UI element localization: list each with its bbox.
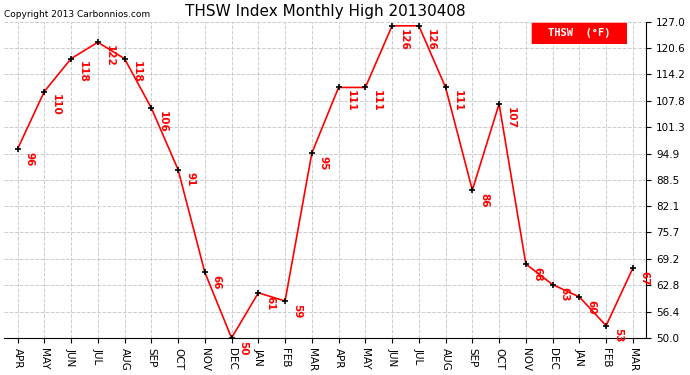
Title: THSW Index Monthly High 20130408: THSW Index Monthly High 20130408 bbox=[185, 4, 466, 19]
Text: 86: 86 bbox=[480, 193, 489, 207]
Text: Copyright 2013 Carbonnios.com: Copyright 2013 Carbonnios.com bbox=[4, 9, 150, 18]
Text: 126: 126 bbox=[426, 28, 436, 50]
Text: 91: 91 bbox=[185, 172, 195, 187]
Text: 60: 60 bbox=[586, 300, 596, 314]
Text: 118: 118 bbox=[132, 62, 141, 83]
Text: 63: 63 bbox=[560, 287, 569, 302]
Text: 59: 59 bbox=[292, 304, 302, 318]
Text: 61: 61 bbox=[265, 296, 275, 310]
Text: 111: 111 bbox=[373, 90, 382, 112]
Text: 111: 111 bbox=[346, 90, 355, 112]
Text: 110: 110 bbox=[51, 94, 61, 116]
Text: 122: 122 bbox=[105, 45, 115, 67]
Text: 68: 68 bbox=[533, 267, 543, 281]
Text: 107: 107 bbox=[506, 106, 516, 129]
Text: 106: 106 bbox=[158, 111, 168, 132]
Text: 50: 50 bbox=[239, 341, 248, 355]
Text: 66: 66 bbox=[212, 275, 221, 290]
Text: 118: 118 bbox=[78, 62, 88, 83]
Text: 67: 67 bbox=[640, 271, 650, 286]
Text: 111: 111 bbox=[453, 90, 462, 112]
Text: 53: 53 bbox=[613, 328, 623, 343]
Text: 96: 96 bbox=[24, 152, 34, 166]
Text: 95: 95 bbox=[319, 156, 328, 170]
Text: 126: 126 bbox=[399, 28, 409, 50]
